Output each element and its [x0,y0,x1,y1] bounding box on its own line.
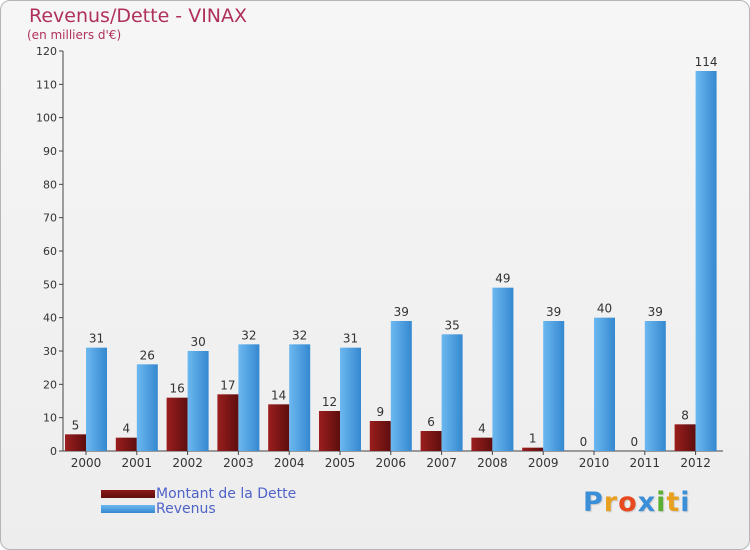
y-tick-label: 70 [43,212,57,225]
chart-title: Revenus/Dette - VINAX [29,5,248,27]
x-tick-label: 2005 [325,456,356,470]
data-label-revenus: 49 [495,272,510,286]
data-label-revenus: 31 [89,332,104,346]
y-tick-label: 80 [43,178,57,191]
x-tick-label: 2004 [274,456,305,470]
logo-letter: r [603,487,619,518]
y-tick-label: 40 [43,312,57,325]
data-label-debt: 4 [122,422,130,436]
bar-revenus [289,344,311,451]
logo-letter: P [583,487,604,518]
data-label-debt: 14 [271,388,286,402]
data-label-revenus: 35 [444,318,459,332]
data-label-debt: 5 [72,418,80,432]
data-label-revenus: 32 [292,328,307,342]
bar-revenus [492,287,514,451]
bar-debt [268,404,290,451]
x-tick-label: 2002 [172,456,203,470]
data-label-revenus: 39 [546,305,561,319]
bar-revenus [644,321,666,451]
bar-debt [217,394,239,451]
y-tick-label: 20 [43,378,57,391]
bar-debt [65,434,86,451]
proxiti-logo: Proxiti [583,487,691,518]
data-label-debt: 16 [169,382,184,396]
data-label-revenus: 32 [241,328,256,342]
bar-debt [420,431,442,451]
logo-letter: i [656,487,667,518]
bar-revenus [390,321,412,451]
bar-debt [674,424,696,451]
legend-swatch-revenus [101,505,155,513]
bar-revenus [187,351,209,451]
bar-debt [471,437,493,451]
legend-label-revenus: Revenus [156,501,216,517]
logo-letter: t [666,487,681,518]
data-label-debt: 1 [529,432,537,446]
bar-revenus [441,334,463,451]
bar-debt [319,411,340,451]
data-label-revenus: 114 [695,55,718,69]
x-tick-label: 2008 [477,456,508,470]
bar-revenus [340,347,361,451]
y-tick-label: 100 [36,112,57,125]
bar-revenus [695,71,717,451]
data-label-revenus: 30 [190,335,205,349]
bar-debt [369,421,391,451]
data-label-debt: 0 [580,435,588,449]
legend-swatch-debt [101,490,155,498]
x-tick-label: 2012 [680,456,711,470]
bar-revenus [136,364,158,451]
data-label-debt: 8 [681,408,689,422]
bar-revenus [238,344,260,451]
bar-debt [522,447,544,451]
data-label-debt: 4 [478,422,486,436]
x-tick-label: 2003 [223,456,254,470]
logo-letter: x [637,487,657,518]
logo-letter: o [618,487,638,518]
data-label-debt: 12 [322,395,337,409]
y-tick-label: 30 [43,345,57,358]
bar-debt [166,397,188,451]
data-label-debt: 17 [220,378,235,392]
data-label-revenus: 39 [648,305,663,319]
legend-label-debt: Montant de la Dette [156,486,297,502]
y-tick-label: 50 [43,278,57,291]
x-tick-label: 2010 [579,456,610,470]
y-tick-label: 60 [43,245,57,258]
bar-revenus [594,317,615,451]
y-tick-label: 110 [36,78,57,91]
y-tick-label: 120 [36,45,57,58]
y-tick-label: 90 [43,145,57,158]
data-label-debt: 0 [630,435,638,449]
data-label-debt: 6 [427,415,435,429]
x-tick-label: 2000 [71,456,102,470]
logo-letter: i [680,487,691,518]
x-tick-label: 2011 [630,456,661,470]
data-label-revenus: 39 [394,305,409,319]
chart-subtitle: (en milliers d'€) [27,28,122,42]
x-tick-label: 2007 [426,456,457,470]
x-tick-label: 2009 [528,456,559,470]
data-label-revenus: 26 [140,348,155,362]
data-label-revenus: 31 [343,332,358,346]
data-label-debt: 9 [376,405,384,419]
y-tick-label: 0 [50,445,57,458]
bar-revenus [86,347,107,451]
x-tick-label: 2006 [376,456,407,470]
y-tick-label: 10 [43,412,57,425]
bar-revenus [543,321,565,451]
x-tick-label: 2001 [122,456,153,470]
bar-debt [115,437,137,451]
data-label-revenus: 40 [597,302,612,316]
